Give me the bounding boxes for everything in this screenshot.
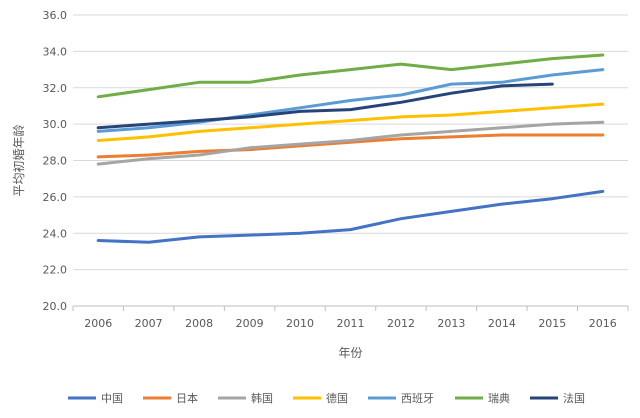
legend-label: 瑞典: [488, 391, 510, 405]
y-tick-label: 28.0: [43, 155, 68, 168]
x-tick-label: 2011: [337, 317, 365, 330]
y-tick-label: 24.0: [43, 227, 68, 240]
legend-label: 法国: [563, 391, 585, 405]
x-tick-label: 2013: [437, 317, 465, 330]
y-axis-ticks: 20.0 22.0 24.0 26.0 28.0 30.0 32.0 34.0 36.0: [43, 9, 68, 313]
y-tick-label: 34.0: [43, 45, 68, 58]
legend-entry: 法国: [530, 391, 585, 405]
legend-label: 西班牙: [401, 392, 434, 405]
legend: 中国 日本 韩国 德国 西班牙 瑞典 法国: [68, 391, 585, 405]
series-line-1: [96, 133, 605, 159]
legend-entry: 瑞典: [455, 391, 510, 405]
legend-entry: 中国: [68, 392, 123, 405]
y-tick-label: 26.0: [43, 191, 68, 204]
x-axis-ticks: 2006 2007 2008 2009 2010 2011 2012 2013 2014 2015…: [84, 317, 617, 330]
y-axis-title: 平均初婚年龄: [12, 124, 26, 196]
x-tick-label: 2016: [589, 317, 617, 330]
series-line-5: [96, 53, 605, 99]
legend-entry: 韩国: [218, 391, 273, 405]
x-axis: [72, 305, 629, 311]
x-tick-label: 2009: [236, 317, 264, 330]
legend-entry: 西班牙: [368, 392, 434, 405]
series-line-6: [96, 82, 554, 130]
x-tick-label: 2014: [488, 317, 516, 330]
y-tick-label: 32.0: [43, 82, 68, 95]
x-tick-label: 2008: [185, 317, 213, 330]
x-tick-label: 2012: [387, 317, 415, 330]
legend-label: 日本: [176, 391, 198, 405]
y-tick-label: 22.0: [43, 264, 68, 277]
x-tick-label: 2007: [135, 317, 163, 330]
y-tick-label: 20.0: [43, 300, 68, 313]
legend-label: 德国: [326, 391, 348, 405]
x-tick-label: 2015: [538, 317, 566, 330]
legend-entry: 日本: [143, 391, 198, 405]
series-line-4: [96, 68, 605, 133]
y-tick-label: 30.0: [43, 118, 68, 131]
legend-label: 韩国: [251, 391, 273, 405]
series-line-3: [96, 102, 605, 142]
x-axis-title: 年份: [338, 346, 362, 360]
series-line-0: [96, 189, 605, 244]
x-tick-label: 2006: [84, 317, 112, 330]
y-tick-label: 36.0: [43, 9, 68, 22]
legend-label: 中国: [101, 392, 123, 405]
series-lines: [96, 53, 605, 244]
x-tick-label: 2010: [286, 317, 314, 330]
series-line-2: [96, 120, 605, 166]
legend-entry: 德国: [293, 391, 348, 405]
